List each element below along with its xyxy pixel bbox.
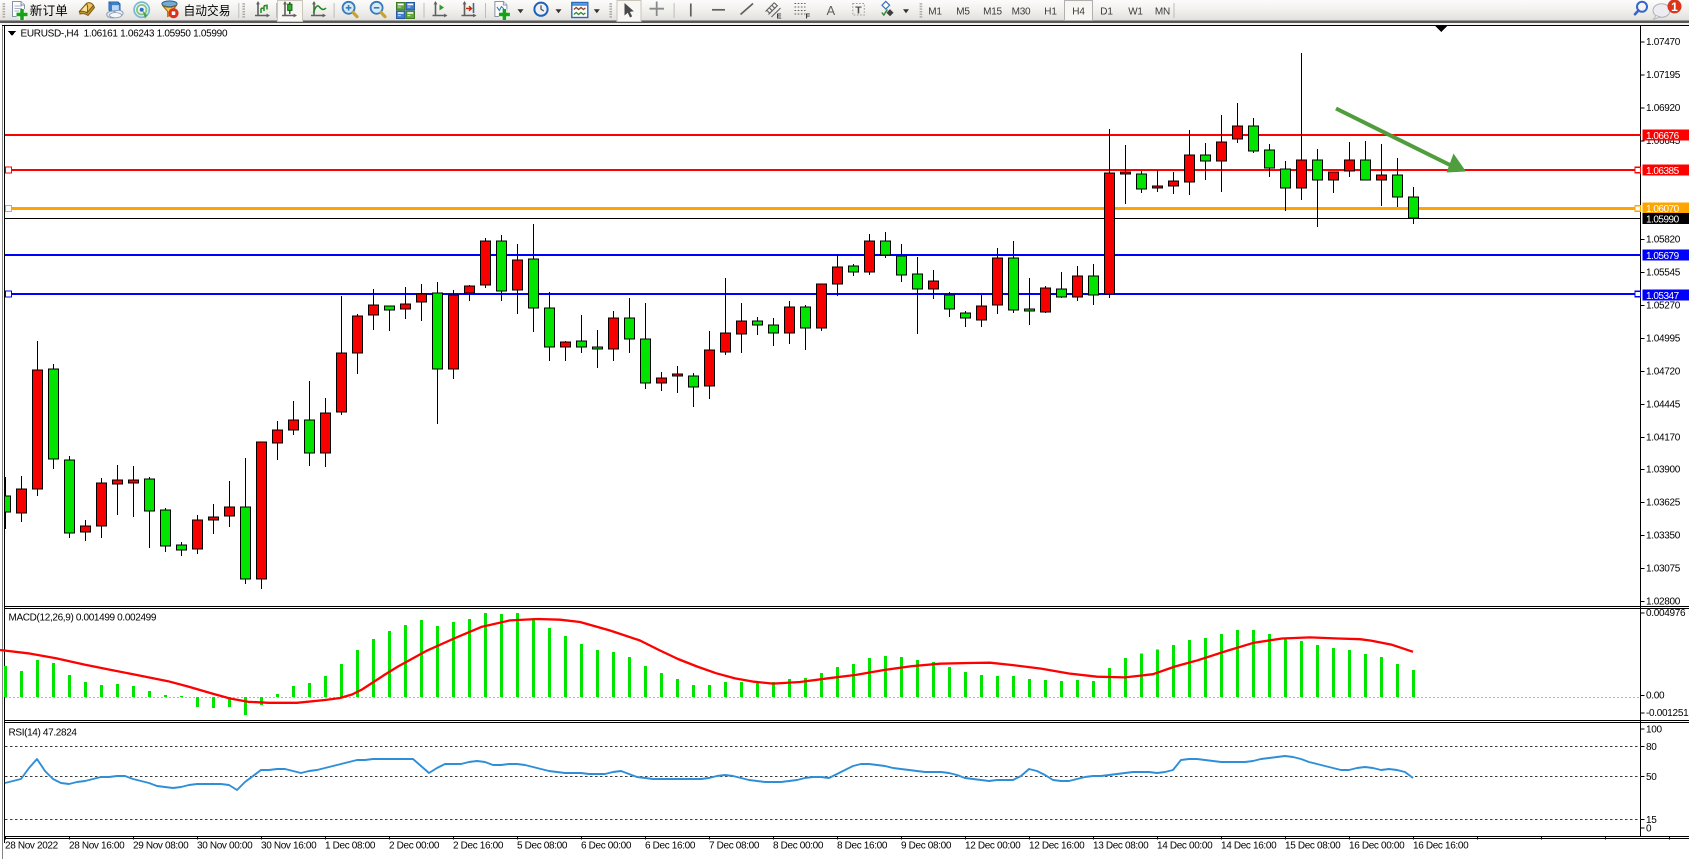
svg-text:6 Dec 16:00: 6 Dec 16:00 — [645, 841, 696, 852]
svg-text:80: 80 — [1646, 742, 1657, 753]
svg-text:1.05545: 1.05545 — [1646, 268, 1681, 279]
svg-text:W1: W1 — [1128, 7, 1143, 18]
svg-text:1.04720: 1.04720 — [1646, 367, 1681, 378]
svg-text:1.06385: 1.06385 — [1646, 166, 1680, 177]
svg-text:A: A — [827, 3, 836, 18]
svg-text:0: 0 — [1646, 824, 1652, 835]
svg-text:13 Dec 08:00: 13 Dec 08:00 — [1093, 841, 1149, 852]
svg-text:1.04995: 1.04995 — [1646, 334, 1681, 345]
svg-text:12 Dec 00:00: 12 Dec 00:00 — [965, 841, 1021, 852]
svg-text:1.06920: 1.06920 — [1646, 103, 1681, 114]
svg-text:8 Dec 16:00: 8 Dec 16:00 — [837, 841, 888, 852]
svg-text:6 Dec 00:00: 6 Dec 00:00 — [581, 841, 632, 852]
svg-text:H1: H1 — [1044, 7, 1057, 18]
svg-text:1.05679: 1.05679 — [1646, 251, 1680, 262]
svg-text:8 Dec 00:00: 8 Dec 00:00 — [773, 841, 824, 852]
svg-text:0.00: 0.00 — [1646, 691, 1665, 702]
svg-text:MN: MN — [1155, 7, 1170, 18]
svg-text:5 Dec 08:00: 5 Dec 08:00 — [517, 841, 568, 852]
svg-text:30 Nov 16:00: 30 Nov 16:00 — [261, 841, 317, 852]
svg-text:F: F — [806, 12, 811, 21]
svg-text:1.07195: 1.07195 — [1646, 70, 1681, 81]
svg-text:1.05990: 1.05990 — [1646, 214, 1680, 225]
svg-text:1.05347: 1.05347 — [1646, 291, 1680, 302]
svg-text:-0.001251: -0.001251 — [1646, 708, 1689, 719]
svg-text:EURUSD-,H4 1.06161 1.06243 1.: EURUSD-,H4 1.06161 1.06243 1.05950 1.059… — [21, 29, 228, 40]
svg-text:E: E — [777, 12, 782, 21]
svg-text:29 Nov 08:00: 29 Nov 08:00 — [133, 841, 189, 852]
svg-text:1.03075: 1.03075 — [1646, 564, 1681, 575]
svg-text:14 Dec 16:00: 14 Dec 16:00 — [1221, 841, 1277, 852]
svg-text:MACD(12,26,9) 0.001499 0.00249: MACD(12,26,9) 0.001499 0.002499 — [9, 613, 157, 624]
svg-text:100: 100 — [1646, 725, 1663, 736]
svg-text:14 Dec 00:00: 14 Dec 00:00 — [1157, 841, 1213, 852]
svg-text:自动交易: 自动交易 — [184, 3, 231, 18]
svg-text:16 Dec 16:00: 16 Dec 16:00 — [1413, 841, 1469, 852]
svg-text:30 Nov 00:00: 30 Nov 00:00 — [197, 841, 253, 852]
svg-text:28 Nov 2022: 28 Nov 2022 — [5, 841, 59, 852]
svg-text:1: 1 — [1671, 0, 1678, 14]
svg-text:M30: M30 — [1012, 7, 1031, 18]
svg-text:M5: M5 — [956, 7, 970, 18]
svg-text:0.004976: 0.004976 — [1646, 608, 1686, 619]
svg-text:1.02800: 1.02800 — [1646, 597, 1681, 608]
svg-text:1.03625: 1.03625 — [1646, 498, 1681, 509]
svg-text:1.07470: 1.07470 — [1646, 37, 1681, 48]
svg-text:15: 15 — [1646, 815, 1657, 826]
svg-text:H4: H4 — [1072, 7, 1085, 18]
svg-text:1.06070: 1.06070 — [1646, 204, 1680, 215]
svg-text:1.04445: 1.04445 — [1646, 399, 1681, 410]
svg-text:1 Dec 08:00: 1 Dec 08:00 — [325, 841, 376, 852]
svg-text:28 Nov 16:00: 28 Nov 16:00 — [69, 841, 125, 852]
svg-text:1.05270: 1.05270 — [1646, 301, 1681, 312]
svg-text:2 Dec 16:00: 2 Dec 16:00 — [453, 841, 504, 852]
svg-text:1.04170: 1.04170 — [1646, 432, 1681, 443]
svg-text:M15: M15 — [983, 7, 1002, 18]
svg-text:M1: M1 — [928, 7, 942, 18]
svg-text:1.06676: 1.06676 — [1646, 131, 1680, 142]
svg-text:15 Dec 08:00: 15 Dec 08:00 — [1285, 841, 1341, 852]
svg-text:7 Dec 08:00: 7 Dec 08:00 — [709, 841, 760, 852]
svg-text:1.03350: 1.03350 — [1646, 531, 1681, 542]
svg-text:16 Dec 00:00: 16 Dec 00:00 — [1349, 841, 1405, 852]
svg-text:1.05820: 1.05820 — [1646, 235, 1681, 246]
svg-text:RSI(14) 47.2824: RSI(14) 47.2824 — [9, 728, 78, 739]
svg-text:2 Dec 00:00: 2 Dec 00:00 — [389, 841, 440, 852]
svg-text:12 Dec 16:00: 12 Dec 16:00 — [1029, 841, 1085, 852]
svg-text:T: T — [855, 5, 862, 17]
svg-text:1.06645: 1.06645 — [1646, 136, 1681, 147]
svg-text:9 Dec 08:00: 9 Dec 08:00 — [901, 841, 952, 852]
svg-text:50: 50 — [1646, 772, 1657, 783]
svg-text:D1: D1 — [1100, 7, 1113, 18]
svg-text:新订单: 新订单 — [30, 3, 68, 18]
svg-text:1.03900: 1.03900 — [1646, 465, 1681, 476]
